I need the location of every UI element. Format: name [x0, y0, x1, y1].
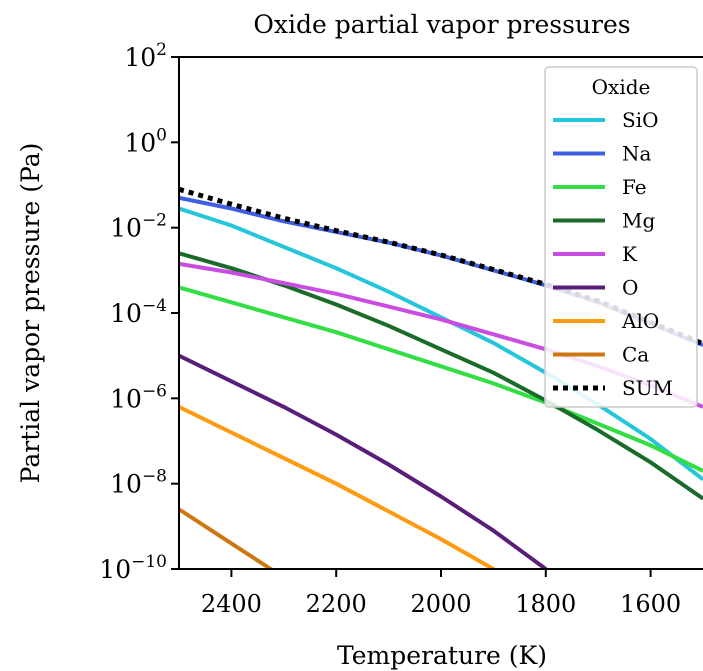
y-tick-label: 10−8: [110, 467, 167, 499]
legend-label-sio: SiO: [622, 108, 659, 132]
legend-label-sum: SUM: [622, 376, 673, 400]
x-tick-label: 2400: [201, 590, 262, 618]
x-axis-ticks: 2400 2200 2000 1800 1600: [201, 569, 681, 618]
series-line-fe: [179, 285, 703, 473]
legend-items: SiO Na Fe Mg KO AlO Ca SUM: [553, 108, 673, 400]
legend-label-fe: Fe: [622, 175, 647, 199]
x-tick-label: 2200: [306, 590, 367, 618]
x-axis-label: Temperature (K): [337, 641, 547, 670]
y-tick-label: 10−6: [110, 381, 167, 413]
legend-label-mg: Mg: [622, 209, 655, 233]
legend-label-alo: AlO: [621, 309, 659, 333]
y-axis-label: Partial vapor pressure (Pa): [16, 143, 45, 484]
legend: Oxide SiO Na Fe Mg KO AlO Ca SUM: [544, 66, 698, 408]
y-axis-ticks: 102 100 10−2 10−4 10−6 10−8 10−10: [99, 40, 179, 584]
series-line-alo: [179, 405, 498, 569]
legend-label-na: Na: [622, 142, 652, 166]
legend-label-o: O: [622, 276, 638, 300]
legend-label-ca: Ca: [622, 343, 649, 367]
series-line-o: [179, 353, 547, 569]
x-tick-label: 1800: [515, 590, 576, 618]
series-layer: [179, 186, 703, 569]
y-tick-label: 10−10: [99, 552, 167, 584]
chart-title: Oxide partial vapor pressures: [253, 10, 630, 39]
y-tick-label: 102: [124, 40, 167, 72]
legend-label-k: K: [622, 242, 638, 266]
series-line-sio: [179, 206, 703, 481]
x-tick-label: 1600: [620, 590, 681, 618]
y-tick-label: 10−4: [110, 296, 167, 328]
series-line-ca: [179, 507, 275, 569]
legend-title: Oxide: [592, 75, 651, 99]
y-tick-label: 100: [124, 125, 167, 157]
x-tick-label: 2000: [410, 590, 471, 618]
y-tick-label: 10−2: [110, 211, 167, 243]
